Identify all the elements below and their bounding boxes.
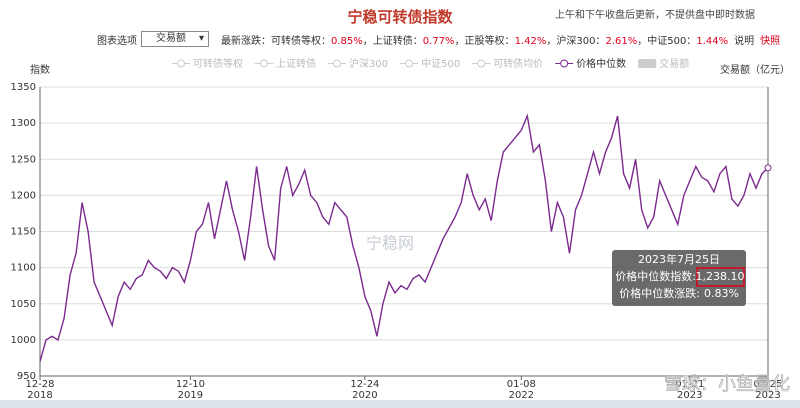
legend-label: 价格中位数 (576, 57, 626, 70)
legend-label: 沪深300 (349, 57, 388, 70)
x-tick-label: 12-28 (25, 379, 54, 390)
x-tick-label: 07-25 (753, 379, 782, 390)
select[interactable]: 交易额 (141, 31, 209, 47)
watermark-2: 雪球：小鱼量化 (664, 374, 790, 395)
legend-icon (333, 59, 341, 68)
y-tick-label: 1000 (11, 335, 36, 346)
x-tick-label: 01-08 (507, 379, 536, 390)
x-tick-year: 2019 (178, 390, 203, 401)
change-name: ，正股等权： (454, 35, 515, 47)
y-tick-label: 1200 (11, 190, 36, 201)
watermark: 宁稳网 (366, 234, 414, 253)
legend-label: 可转债均价 (493, 57, 543, 70)
change-label: 最新涨跌： (221, 35, 271, 47)
x-tick-year: 2020 (352, 390, 377, 401)
change-value: 2.61% (605, 35, 638, 47)
y-tick-label: 1350 (11, 82, 36, 93)
legend: 可转债等权 上证转债 沪深300 中证500 可转债均价 价格中位数 交易额 (172, 57, 689, 70)
y2-axis-title: 交易额（亿元） (720, 63, 790, 76)
y-tick-label: 1100 (11, 263, 36, 274)
legend-icon (560, 59, 569, 68)
legend-label: 上证转债 (276, 57, 316, 70)
legend-icon (638, 59, 657, 68)
y-tick-label: 1250 (11, 154, 36, 165)
x-tick-year: 2023 (677, 390, 702, 401)
change-name: ，中证500： (637, 35, 697, 47)
update-note: 上午和下午收盘后更新，不提供盘中即时数据 (555, 10, 755, 21)
page-title: 宁稳可转债指数 (347, 8, 453, 26)
change-value: 1.44% (696, 35, 729, 47)
tooltip-value: 1,238.10 (696, 270, 745, 283)
legend-icon (260, 59, 268, 68)
options-label: 图表选项 (97, 35, 137, 47)
y-tick-label: 1050 (11, 299, 36, 310)
tooltip-box (612, 250, 746, 306)
change-name: ，上证转债： (362, 35, 423, 47)
change-name: 可转债等权： (271, 35, 331, 47)
controls: 图表选项 交易额 最新涨跌： 可转债等权：0.85%，上证转债：0.77%，正股… (97, 31, 780, 47)
x-tick-year: 2018 (27, 390, 52, 401)
legend-icon (405, 59, 414, 68)
legend-icon (177, 59, 185, 68)
x-tick-label: 01-21 (675, 379, 704, 390)
change-value: 0.85% (331, 35, 363, 47)
scroll-strip (0, 400, 800, 408)
y-tick-label: 1300 (11, 118, 36, 129)
legend-label: 可转债等权 (193, 57, 243, 70)
legend-icon (477, 59, 486, 68)
tooltip-value: 0.83% (704, 287, 739, 300)
x-tick-year: 2022 (509, 390, 534, 401)
y-tick-label: 1150 (11, 227, 36, 238)
legend-label: 中证500 (421, 57, 460, 70)
change-name: ，沪深300： (546, 35, 606, 47)
info-link[interactable]: 说明 (734, 35, 755, 47)
x-tick-label: 12-24 (350, 379, 379, 390)
series-line (39, 113, 769, 362)
y-axis-title: 指数 (30, 63, 50, 76)
legend-label: 交易额 (659, 57, 689, 70)
y-tick-label: 950 (17, 371, 36, 382)
changes: 可转债等权：0.85%，上证转债：0.77%，正股等权：1.42%，沪深300：… (271, 32, 728, 47)
snapshot-link[interactable]: 快照 (760, 35, 781, 47)
tooltip-highlight (696, 267, 745, 287)
x-tick-label: 12-10 (176, 379, 205, 390)
hover-point (764, 164, 772, 172)
tooltip-date: 2023年7月25日 (638, 252, 720, 266)
x-tick-year: 2023 (755, 390, 780, 401)
change-value: 1.42% (514, 35, 547, 47)
change-value: 0.77% (422, 35, 455, 47)
tooltip-label: 价格中位数指数: (615, 269, 696, 283)
tooltip-label: 价格中位数涨跌: (619, 286, 700, 300)
